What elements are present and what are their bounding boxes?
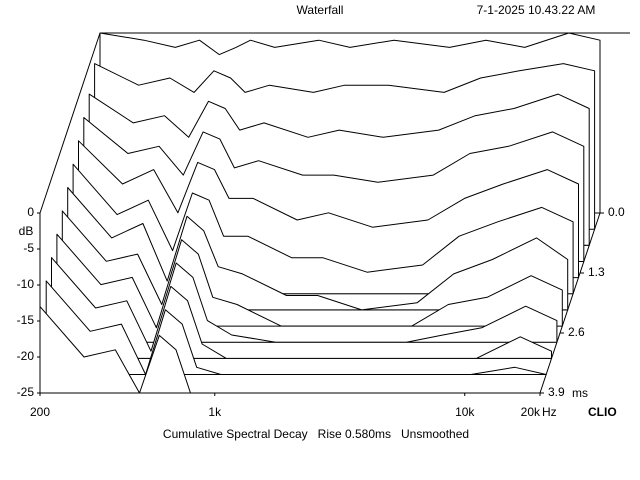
y-tick-label: -25	[17, 385, 35, 399]
brand: CLIO	[588, 405, 617, 419]
z-tick-label: 0.0	[608, 205, 625, 219]
z-unit: ms	[572, 386, 588, 400]
x-tick-label: 10k	[455, 405, 475, 419]
y-tick-label: -15	[17, 313, 35, 327]
chart-title: Waterfall	[297, 3, 344, 17]
x-unit: Hz	[542, 405, 557, 419]
x-tick-label: 1k	[208, 405, 222, 419]
x-tick-label: 200	[30, 405, 50, 419]
y-tick-label: -10	[17, 277, 35, 291]
z-tick-label: 3.9	[548, 385, 565, 399]
decay-slice	[39, 306, 541, 394]
timestamp: 7-1-2025 10.43.22 AM	[477, 3, 596, 17]
frame-line	[539, 212, 601, 394]
x-tick-label: 20k	[521, 405, 541, 419]
y-tick-label: 0	[27, 205, 34, 219]
y-tick-label: -20	[17, 349, 35, 363]
footer: Cumulative Spectral Decay Rise 0.580ms U…	[163, 427, 469, 441]
plot: 0 -5 -10 -15 -20 -25 200 1k 10k 20k 0.0 1.3 2.6 3.9	[17, 32, 630, 419]
z-tick-label: 1.3	[588, 265, 605, 279]
y-axis-label: dB	[19, 224, 34, 238]
y-tick-label: -5	[23, 241, 34, 255]
z-tick-label: 2.6	[568, 325, 585, 339]
frame-line	[39, 32, 101, 214]
